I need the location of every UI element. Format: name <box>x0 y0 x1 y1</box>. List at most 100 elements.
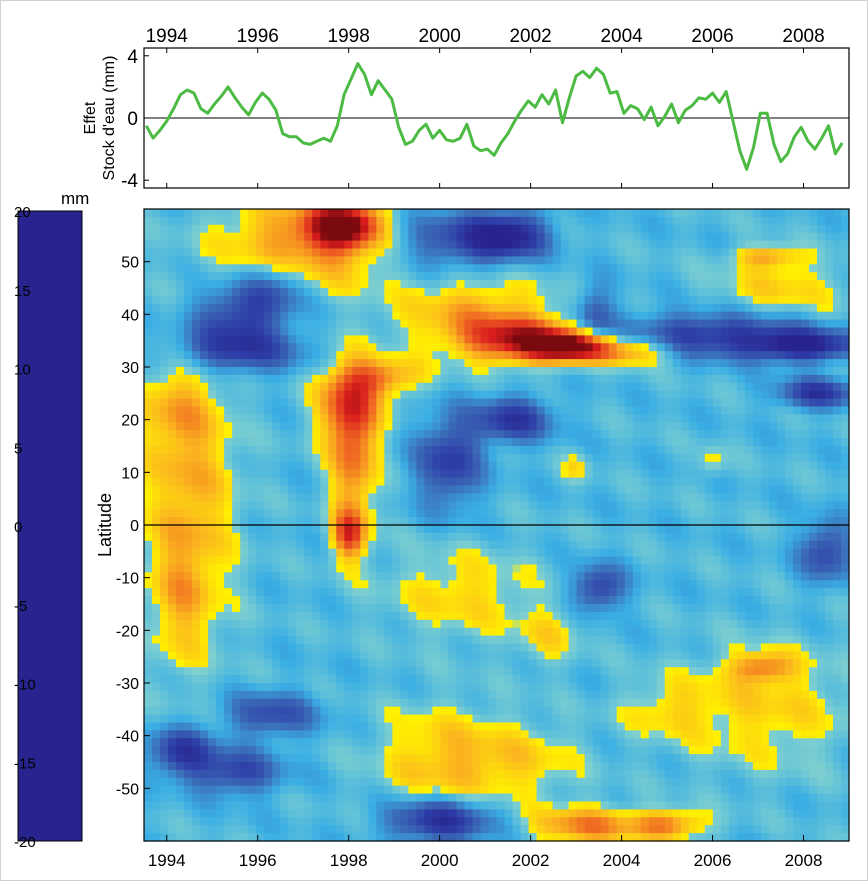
heatmap-cell <box>392 644 401 653</box>
heatmap-cell <box>785 478 794 487</box>
heatmap-cell <box>400 304 409 313</box>
heatmap-cell <box>769 391 778 400</box>
heatmap-cell <box>312 209 321 218</box>
heatmap-cell <box>785 572 794 581</box>
heatmap-cell <box>152 604 161 613</box>
heatmap-cell <box>809 312 818 321</box>
heatmap-cell <box>480 217 489 226</box>
heatmap-cell <box>456 233 465 242</box>
heatmap-cell <box>432 280 441 289</box>
heatmap-cell <box>769 501 778 510</box>
heatmap-cell <box>384 407 393 416</box>
heatmap-cell <box>464 217 473 226</box>
heatmap-cell <box>328 470 337 479</box>
heatmap-cell <box>184 264 193 273</box>
heatmap-cell <box>360 256 369 265</box>
heatmap-cell <box>448 209 457 218</box>
heatmap-cell <box>633 233 642 242</box>
heatmap-cell <box>232 320 241 329</box>
heatmap-cell <box>384 296 393 305</box>
heatmap-cell <box>649 486 658 495</box>
heatmap-cell <box>841 462 850 471</box>
heatmap-cell <box>729 233 738 242</box>
heatmap-cell <box>529 335 538 344</box>
heatmap-cell <box>160 343 169 352</box>
heatmap-cell <box>368 501 377 510</box>
heatmap-cell <box>352 557 361 566</box>
heatmap-cell <box>585 462 594 471</box>
heatmap-cell <box>521 407 530 416</box>
heatmap-cell <box>665 422 674 431</box>
heatmap-cell <box>480 644 489 653</box>
heatmap-cell <box>192 249 201 258</box>
heatmap-cell <box>416 549 425 558</box>
heatmap-cell <box>825 604 834 613</box>
heatmap-cell <box>264 241 273 250</box>
heatmap-cell <box>424 414 433 423</box>
heatmap-cell <box>625 509 634 518</box>
heatmap-cell <box>280 509 289 518</box>
heatmap-cell <box>224 343 233 352</box>
heatmap-cell <box>825 588 834 597</box>
heatmap-cell <box>721 391 730 400</box>
colorbar-tick-label: 10 <box>14 362 31 379</box>
heatmap-cell <box>705 217 714 226</box>
heatmap-cell <box>288 549 297 558</box>
heatmap-cell <box>545 462 554 471</box>
heatmap-cell <box>216 249 225 258</box>
heatmap-cell <box>657 391 666 400</box>
heatmap-cell <box>240 486 249 495</box>
heatmap-cell <box>408 328 417 337</box>
colorbar-tick-label: 20 <box>14 204 31 221</box>
heatmap-cell <box>785 304 794 313</box>
heatmap-cell <box>400 509 409 518</box>
heatmap-cell <box>529 454 538 463</box>
heatmap-cell <box>360 367 369 376</box>
heatmap-cell <box>681 296 690 305</box>
heatmap-cell <box>641 612 650 621</box>
heatmap-cell <box>521 399 530 408</box>
heatmap-cell <box>424 470 433 479</box>
heatmap-cell <box>497 280 506 289</box>
heatmap-cell <box>817 541 826 550</box>
heatmap-cell <box>192 414 201 423</box>
heatmap-cell <box>448 367 457 376</box>
heatmap-cell <box>737 454 746 463</box>
heatmap-cell <box>424 399 433 408</box>
heatmap-cell <box>497 620 506 629</box>
heatmap-cell <box>753 343 762 352</box>
heatmap-cell <box>416 572 425 581</box>
heatmap-cell <box>625 565 634 574</box>
heatmap-cell <box>184 304 193 313</box>
heatmap-cell <box>777 233 786 242</box>
heatmap-cell <box>833 620 842 629</box>
heatmap-cell <box>312 509 321 518</box>
heatmap-cell <box>488 241 497 250</box>
heatmap-cell <box>545 407 554 416</box>
heatmap-cell <box>649 478 658 487</box>
heatmap-cell <box>360 580 369 589</box>
heatmap-cell <box>296 644 305 653</box>
heatmap-cell <box>232 470 241 479</box>
heatmap-cell <box>208 430 217 439</box>
heatmap-cell <box>737 312 746 321</box>
heatmap-cell <box>216 446 225 455</box>
heatmap-cell <box>713 391 722 400</box>
heatmap-cell <box>833 249 842 258</box>
heatmap-cell <box>737 604 746 613</box>
heatmap-cell <box>152 636 161 645</box>
heatmap-cell <box>184 359 193 368</box>
heatmap-cell <box>545 264 554 273</box>
heatmap-cell <box>384 620 393 629</box>
heatmap-cell <box>216 328 225 337</box>
heatmap-cell <box>497 414 506 423</box>
heatmap-cell <box>809 517 818 526</box>
heatmap-cell <box>176 557 185 566</box>
heatmap-cell <box>464 296 473 305</box>
heatmap-cell <box>801 549 810 558</box>
heatmap-cell <box>160 517 169 526</box>
heatmap-cell <box>649 517 658 526</box>
heatmap-cell <box>657 446 666 455</box>
heatmap-cell <box>817 549 826 558</box>
heatmap-cell <box>697 533 706 542</box>
